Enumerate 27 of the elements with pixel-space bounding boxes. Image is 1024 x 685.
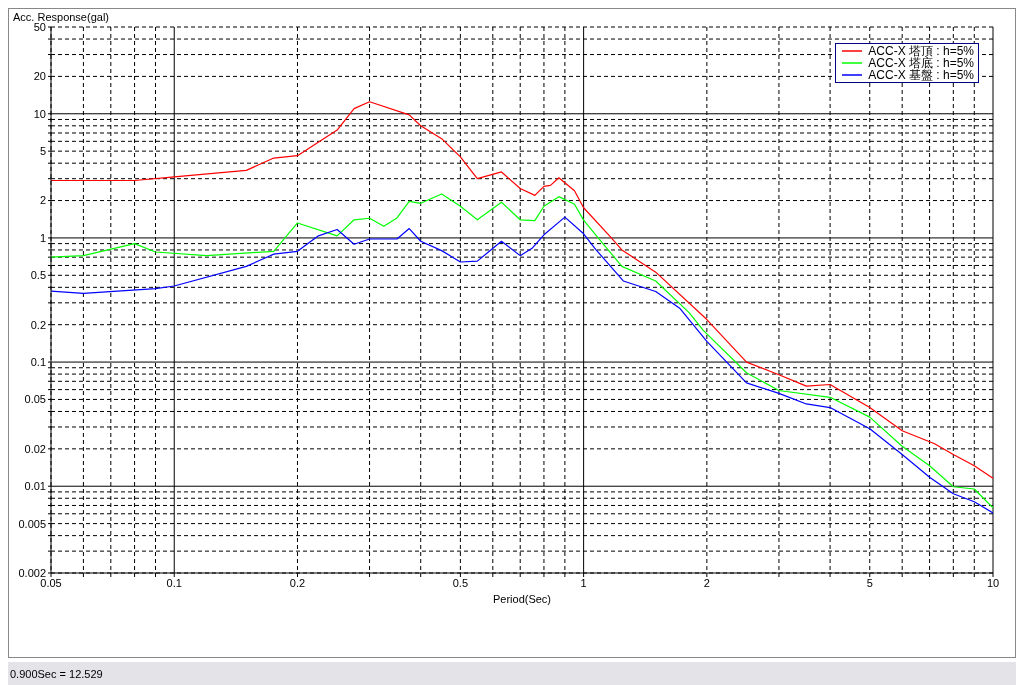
- y-tick-label: 0.01: [24, 480, 46, 493]
- y-tick-label: 0.005: [18, 517, 46, 530]
- x-tick-label: 0.1: [166, 576, 182, 589]
- y-tick-label: 0.002: [18, 566, 46, 579]
- x-tick-label: 10: [986, 576, 1000, 589]
- y-tick-label: 0.02: [24, 442, 46, 455]
- y-tick-label: 0.5: [30, 269, 46, 282]
- x-tick-label: 5: [866, 576, 873, 589]
- y-tick-label: 0.2: [30, 318, 46, 331]
- y-tick-label: 50: [33, 20, 46, 33]
- x-tick-label: 0.5: [452, 576, 469, 589]
- y-tick-label: 0.1: [30, 355, 46, 368]
- legend-label: ACC-X 塔底 : h=5%: [868, 56, 974, 70]
- x-tick-label: 0.2: [289, 576, 306, 589]
- x-tick-label: 2: [703, 576, 710, 589]
- x-tick-label: 1: [580, 576, 587, 589]
- legend-label: ACC-X 基盤 : h=5%: [868, 68, 974, 82]
- y-tick-label: 1: [39, 231, 46, 244]
- y-tick-label: 10: [33, 107, 46, 120]
- text: 0.900Sec = 12.529: [10, 668, 103, 680]
- y-tick-label: 5: [39, 145, 46, 158]
- y-tick-label: 2: [39, 194, 46, 207]
- x-axis-title: Period(Sec): [492, 593, 552, 605]
- y-axis-title: Acc. Response(gal): [13, 11, 109, 23]
- legend-label: ACC-X 塔頂 : h=5%: [868, 44, 974, 58]
- y-tick-label: 20: [33, 70, 46, 83]
- y-tick-label: 0.05: [24, 393, 46, 406]
